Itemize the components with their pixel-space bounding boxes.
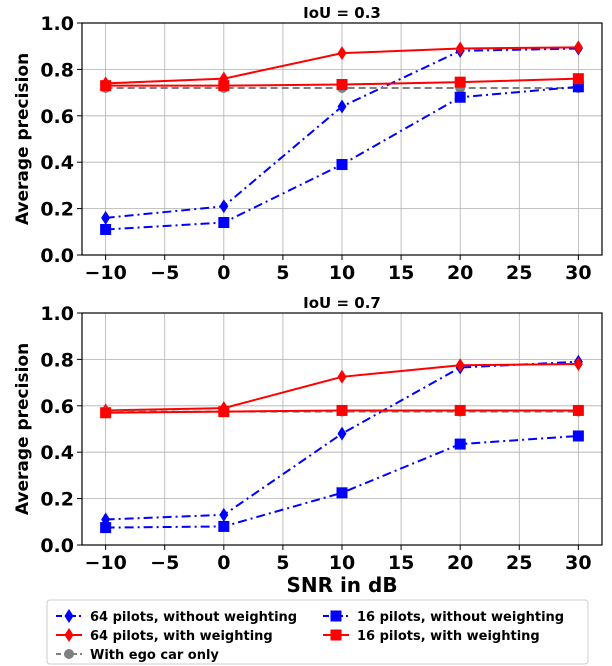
legend-label: 16 pilots, with weighting — [357, 629, 540, 644]
data-point — [100, 223, 112, 235]
y-tick-label: 0.4 — [40, 152, 74, 174]
x-tick-label: 20 — [447, 552, 473, 574]
data-point — [100, 407, 112, 419]
y-axis-label: Average precision — [13, 53, 33, 225]
data-point — [336, 487, 348, 499]
legend-label: With ego car only — [90, 648, 219, 663]
data-point — [572, 81, 584, 93]
data-point — [455, 358, 465, 373]
legend-marker — [330, 610, 342, 622]
data-point — [218, 217, 230, 229]
series-s16-weight — [100, 73, 584, 92]
x-tick-label: 0 — [217, 262, 230, 284]
series-s64-weight — [101, 40, 583, 91]
chart-panel-1: −10 −5 0 5 10 15 20 25 30 0.0 0.2 0.4 0.6 0.8 1.0 IoU =… — [13, 4, 603, 284]
x-tick-label: 5 — [276, 262, 289, 284]
chart-title: IoU = 0.7 — [303, 294, 381, 312]
chart-panel-2: −10 −5 0 5 10 15 20 25 30 0.0 0.2 0.4 0.6 0.8 1.0 IoU =… — [13, 294, 603, 597]
data-point — [219, 199, 229, 214]
y-tick-label: 0.6 — [40, 106, 74, 128]
legend-entry: 64 pilots, with weighting — [56, 628, 273, 644]
data-point — [336, 404, 348, 416]
data-point — [454, 404, 466, 416]
data-point — [218, 406, 230, 418]
legend-marker — [64, 609, 74, 623]
data-point — [572, 430, 584, 442]
legend-entry: With ego car only — [56, 648, 219, 663]
x-tick-label: 0 — [217, 552, 230, 574]
data-point — [100, 522, 112, 534]
data-point — [101, 210, 111, 225]
y-tick-label: 0.2 — [40, 199, 74, 221]
x-tick-label: 25 — [506, 262, 532, 284]
y-tick-label: 0.2 — [40, 489, 74, 511]
y-tick-label: 1.0 — [40, 13, 74, 35]
data-point — [454, 438, 466, 450]
x-tick-label: −10 — [84, 552, 126, 574]
legend-entry: 16 pilots, with weighting — [323, 629, 540, 644]
legend-label: 64 pilots, with weighting — [90, 629, 273, 644]
chart-title: IoU = 0.3 — [303, 4, 381, 22]
x-tick-label: 5 — [276, 552, 289, 574]
data-point — [454, 91, 466, 103]
x-tick-label: 10 — [329, 262, 355, 284]
data-point — [337, 46, 347, 61]
data-point — [455, 41, 465, 56]
series-s16-weight — [100, 404, 584, 419]
data-point — [572, 404, 584, 416]
data-point — [337, 369, 347, 384]
data-point — [336, 78, 348, 90]
y-tick-label: 0.0 — [40, 535, 74, 557]
series-s16-noweight — [100, 81, 584, 235]
legend: 64 pilots, without weighting 16 pilots, w… — [46, 599, 589, 665]
data-point — [219, 507, 229, 522]
legend-marker — [64, 649, 74, 659]
data-point — [572, 73, 584, 85]
x-tick-label: 25 — [506, 552, 532, 574]
x-tick-label: 20 — [447, 262, 473, 284]
data-point — [337, 99, 347, 114]
legend-marker — [64, 628, 74, 642]
y-tick-label: 0.8 — [40, 59, 74, 81]
data-point — [218, 80, 230, 92]
legend-label: 16 pilots, without weighting — [357, 610, 564, 625]
y-tick-label: 0.6 — [40, 396, 74, 418]
data-point — [100, 80, 112, 92]
data-point — [337, 426, 347, 441]
data-point — [336, 159, 348, 171]
legend-box — [46, 599, 589, 665]
x-tick-label: 15 — [388, 262, 414, 284]
x-tick-label: 30 — [565, 552, 591, 574]
y-tick-label: 0.8 — [40, 349, 74, 371]
y-tick-label: 0.0 — [40, 245, 74, 267]
legend-label: 64 pilots, without weighting — [90, 610, 297, 625]
y-tick-label: 1.0 — [40, 303, 74, 325]
data-point — [573, 40, 583, 55]
x-tick-label: −5 — [150, 552, 179, 574]
x-tick-label: 15 — [388, 552, 414, 574]
series-s16-noweight — [100, 430, 584, 534]
y-axis-label: Average precision — [13, 343, 33, 515]
legend-entry: 16 pilots, without weighting — [323, 610, 564, 625]
data-point — [573, 357, 583, 372]
data-point — [218, 520, 230, 532]
y-tick-label: 0.4 — [40, 442, 74, 464]
legend-marker — [330, 629, 342, 641]
x-tick-label: 30 — [565, 262, 591, 284]
data-point — [454, 76, 466, 88]
x-axis-label: SNR in dB — [286, 573, 397, 597]
x-tick-label: −10 — [84, 262, 126, 284]
legend-entry: 64 pilots, without weighting — [56, 609, 297, 625]
x-tick-label: 10 — [329, 552, 355, 574]
x-tick-label: −5 — [150, 262, 179, 284]
